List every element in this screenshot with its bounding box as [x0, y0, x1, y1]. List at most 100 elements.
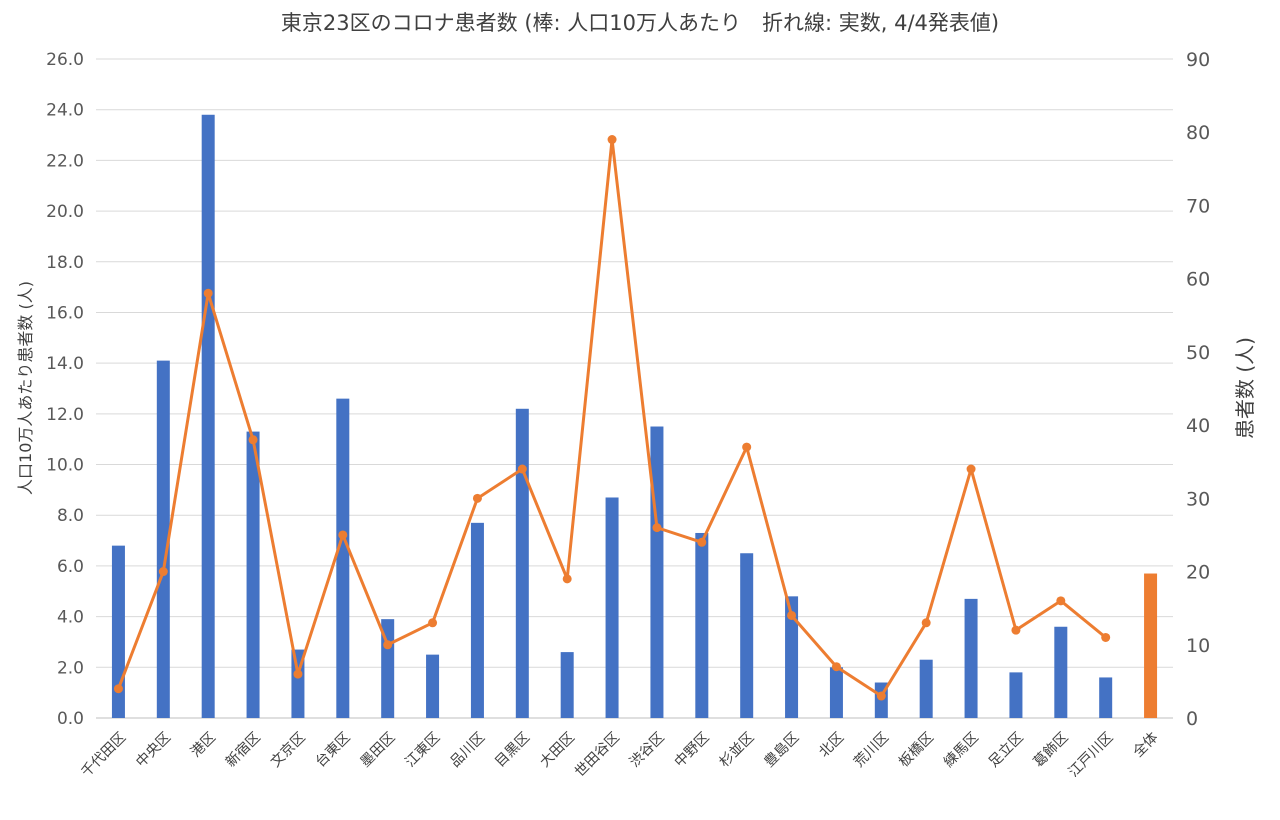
chart-title: 東京23区のコロナ患者数 (棒: 人口10万人あたり 折れ線: 実数, 4/4発… [281, 11, 999, 35]
line-point [1056, 596, 1066, 606]
right-tick-label: 40 [1186, 415, 1210, 437]
bar [695, 532, 709, 718]
bar [740, 553, 754, 718]
bar [1009, 672, 1023, 718]
bar [1054, 626, 1068, 718]
bar [201, 114, 215, 718]
line-point [248, 435, 258, 445]
line-point [338, 530, 348, 540]
line-point [428, 618, 438, 628]
right-axis-ticks: 0 10 20 30 40 50 60 70 80 90 [1186, 49, 1210, 730]
bar [1144, 573, 1158, 718]
line-point [472, 493, 482, 503]
right-tick-label: 60 [1186, 269, 1210, 291]
left-tick-label: 24.0 [46, 101, 84, 121]
category-label: 杉並区 [717, 730, 758, 771]
left-tick-label: 14.0 [46, 354, 84, 374]
right-axis-label: 患者数 (人) [1233, 337, 1257, 439]
left-tick-label: 10.0 [46, 456, 84, 476]
category-label: 中野区 [672, 730, 713, 771]
bar [650, 426, 664, 718]
bar [829, 667, 843, 718]
category-label: 世田谷区 [572, 730, 623, 781]
category-label: 練馬区 [941, 730, 982, 771]
category-label: 目黒区 [492, 730, 533, 771]
category-label: 渋谷区 [627, 730, 668, 771]
category-label: 文京区 [268, 730, 309, 771]
bar [426, 654, 440, 718]
bar [919, 659, 933, 718]
left-tick-label: 6.0 [57, 557, 84, 577]
category-label: 中央区 [133, 730, 174, 771]
right-tick-label: 30 [1186, 488, 1210, 510]
line-point [113, 684, 123, 694]
category-label: 大田区 [537, 730, 578, 771]
line-point [831, 662, 841, 672]
bar [560, 652, 574, 718]
line-point [652, 523, 662, 533]
left-tick-label: 18.0 [46, 253, 84, 273]
left-tick-label: 20.0 [46, 202, 84, 222]
bar [470, 522, 484, 718]
category-label: 品川区 [447, 730, 488, 771]
category-label: 江東区 [402, 730, 443, 771]
line-point [966, 464, 976, 474]
line-series [113, 135, 1111, 701]
left-tick-label: 22.0 [46, 151, 84, 171]
bar [336, 398, 350, 718]
line-point [293, 669, 303, 679]
right-tick-label: 90 [1186, 49, 1210, 71]
line-point [921, 618, 931, 628]
category-label: 新宿区 [222, 729, 264, 771]
line-point [1101, 632, 1111, 642]
left-tick-label: 26.0 [46, 50, 84, 70]
bar [246, 431, 260, 718]
bar [964, 598, 978, 718]
gridlines [96, 58, 1173, 719]
category-label: 北区 [816, 730, 847, 761]
line-point [517, 464, 527, 474]
line-point [158, 567, 168, 577]
left-axis-label: 人口10万人あたり患者数 (人) [16, 281, 35, 495]
bar [156, 360, 170, 718]
left-tick-label: 0.0 [57, 709, 84, 729]
right-tick-label: 20 [1186, 562, 1210, 584]
category-label: 板橋区 [896, 730, 937, 771]
left-tick-label: 2.0 [57, 658, 84, 678]
right-tick-label: 70 [1186, 195, 1210, 217]
category-label: 全体 [1130, 729, 1162, 761]
line-point [742, 442, 752, 452]
line-point [787, 610, 797, 620]
bar-series [111, 114, 1158, 718]
bar [1099, 677, 1113, 718]
category-label: 墨田区 [358, 730, 399, 771]
left-tick-label: 16.0 [46, 303, 84, 323]
bar [785, 596, 799, 718]
line-point [1011, 625, 1021, 635]
line-point [697, 537, 707, 547]
bar [111, 545, 125, 718]
bar [515, 408, 529, 718]
right-tick-label: 10 [1186, 635, 1210, 657]
left-tick-label: 4.0 [57, 608, 84, 628]
left-tick-label: 8.0 [57, 506, 84, 526]
right-tick-label: 80 [1186, 122, 1210, 144]
line-point [383, 640, 393, 650]
line-point [876, 691, 886, 701]
left-tick-label: 12.0 [46, 405, 84, 425]
category-label: 台東区 [313, 730, 354, 771]
category-label: 足立区 [986, 730, 1027, 771]
category-label: 葛飾区 [1031, 730, 1072, 771]
category-label: 豊島区 [761, 730, 802, 771]
right-tick-label: 0 [1186, 708, 1198, 730]
right-tick-label: 50 [1186, 342, 1210, 364]
category-label: 荒川区 [851, 730, 892, 771]
line-point [607, 135, 617, 145]
category-label: 千代田区 [78, 730, 129, 781]
bar [605, 497, 619, 718]
left-axis-ticks: 0.0 2.0 4.0 6.0 8.0 10.0 12.0 14.0 16.0 18.0 20.0 2… [46, 50, 84, 729]
category-label: 江戸川区 [1066, 730, 1117, 781]
